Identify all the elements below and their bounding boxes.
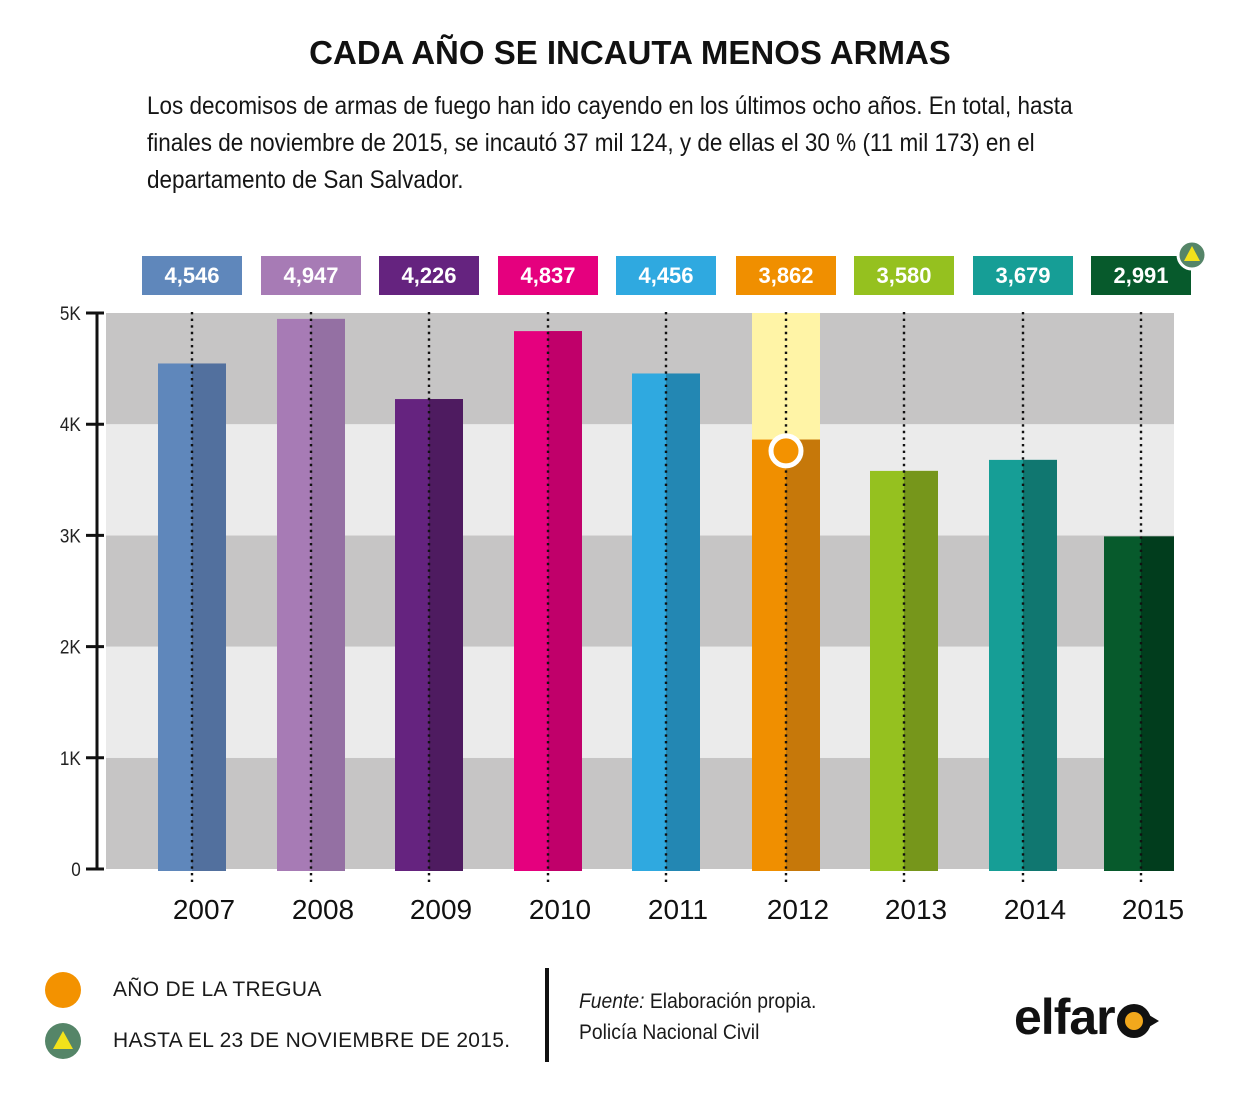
legend-divider: [545, 968, 549, 1062]
source-line2: Policía Nacional Civil: [579, 1021, 760, 1044]
value-label-2014: 3,679: [995, 263, 1050, 288]
value-label-2009: 4,226: [401, 263, 456, 288]
x-tick-label: 2015: [1122, 894, 1184, 925]
x-tick-label: 2013: [885, 894, 947, 925]
value-label-2010: 4,837: [520, 263, 575, 288]
source-note: Fuente: Elaboración propia. Policía Naci…: [579, 986, 816, 1048]
orange-circle-icon: [45, 972, 81, 1008]
value-box-2011: [616, 256, 716, 295]
elfaro-logo: elfar: [1014, 988, 1159, 1046]
x-tick-label: 2011: [648, 894, 708, 925]
value-box-2007: [142, 256, 242, 295]
value-label-2015: 2,991: [1113, 263, 1168, 288]
value-label-2013: 3,580: [876, 263, 931, 288]
logo-text: elfar: [1014, 989, 1116, 1045]
bar-chart: 0 1K 2K 3K 4K 5K 4,546 4,947 4,226 4,837 4,456 3,86…: [60, 239, 1208, 925]
bar-shade-2013: [904, 470, 938, 871]
bar-shade-2012: [786, 439, 820, 871]
bar-shade-2011: [666, 373, 700, 871]
bar-shade-2014: [1023, 459, 1057, 871]
y-tick-label: 5K: [60, 303, 81, 324]
x-tick-label: 2007: [173, 894, 235, 925]
orange-circle-icon: [768, 433, 804, 469]
value-box-2009: [379, 256, 479, 295]
value-box-2013: [854, 256, 954, 295]
y-tick-label: 4K: [60, 414, 81, 435]
y-tick-label: 1K: [60, 748, 81, 769]
value-label-2012: 3,862: [758, 263, 813, 288]
bar-shade-2010: [548, 331, 582, 871]
x-tick-label: 2014: [1004, 894, 1066, 925]
logo-o-icon: [1116, 1004, 1159, 1038]
value-box-2015: [1091, 256, 1191, 295]
chart-subtitle: Los decomisos de armas de fuego han ido …: [147, 92, 1073, 194]
yellow-triangle-icon: [45, 1023, 81, 1059]
value-label-2008: 4,947: [283, 263, 338, 288]
y-tick-label: 3K: [60, 526, 81, 547]
x-tick-label: 2012: [767, 894, 829, 925]
bar-shade-2015: [1141, 536, 1174, 871]
yellow-triangle-icon: [1184, 246, 1200, 261]
value-box-2014: [973, 256, 1073, 295]
source-line1: Elaboración propia.: [644, 990, 817, 1013]
bar-shade-2008: [311, 318, 345, 871]
value-box-2010: [498, 256, 598, 295]
legend-label: AÑO DE LA TREGUA: [113, 978, 322, 1001]
x-tick-label: 2010: [529, 894, 591, 925]
legend-label: HASTA EL 23 DE NOVIEMBRE DE 2015.: [113, 1029, 511, 1052]
value-label-2007: 4,546: [164, 263, 219, 288]
value-box-2008: [261, 256, 361, 295]
legend-item-tregua: AÑO DE LA TREGUA: [45, 972, 322, 1008]
value-label-2011: 4,456: [638, 263, 693, 288]
x-tick-label: 2008: [292, 894, 354, 925]
y-tick-label: 0: [71, 859, 81, 880]
x-tick-label: 2009: [410, 894, 472, 925]
value-box-2012: [736, 256, 836, 295]
y-tick-label: 2K: [60, 637, 81, 658]
chart-title: CADA AÑO SE INCAUTA MENOS ARMAS: [309, 34, 951, 71]
legend-item-partial-year: HASTA EL 23 DE NOVIEMBRE DE 2015.: [45, 1023, 510, 1059]
bar-shade-2007: [192, 363, 226, 871]
bar-shade-2009: [429, 399, 463, 871]
source-prefix: Fuente:: [579, 990, 645, 1013]
